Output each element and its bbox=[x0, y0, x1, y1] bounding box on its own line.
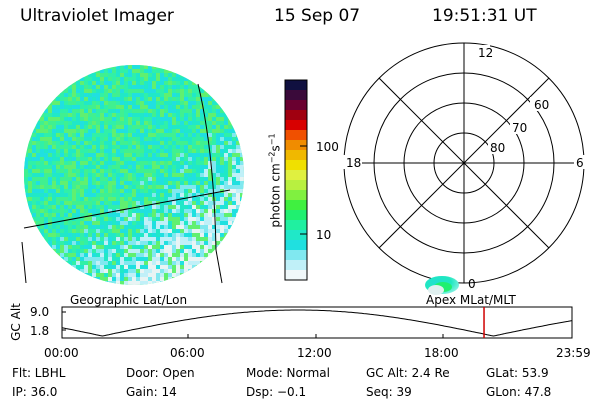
status-glon: GLon: 47.8 bbox=[486, 385, 552, 399]
polar-label-mlt-12: 12 bbox=[478, 46, 494, 60]
polar-label-lat-60: 60 bbox=[534, 98, 550, 112]
timeline-panel bbox=[61, 306, 573, 339]
status-ip: IP: 36.0 bbox=[12, 385, 58, 399]
time-label: 19:51:31 UT bbox=[432, 6, 537, 26]
timeline-x-tick: 18:00 bbox=[424, 346, 459, 360]
polar-label-mlt-18: 18 bbox=[346, 156, 362, 170]
timeline-right-title: Apex MLat/MLT bbox=[426, 293, 516, 307]
status-door: Door: Open bbox=[126, 366, 195, 380]
polar-label-lat-70: 70 bbox=[512, 121, 528, 135]
graticule-line bbox=[21, 241, 27, 284]
status-filter: Flt: LBHL bbox=[12, 366, 66, 380]
graticule-line bbox=[215, 249, 223, 284]
status-gc-alt: GC Alt: 2.4 Re bbox=[366, 366, 450, 380]
status-dsp: Dsp: −0.1 bbox=[246, 385, 307, 399]
timeline-y-min: 1.8 bbox=[30, 324, 50, 338]
status-glat: GLat: 53.9 bbox=[486, 366, 549, 380]
polar-diagonal bbox=[378, 77, 550, 249]
earth-disc-pixels bbox=[24, 65, 244, 285]
color-bar-swatches bbox=[285, 80, 307, 281]
polar-label-lat-80: 80 bbox=[490, 141, 506, 155]
status-seq: Seq: 39 bbox=[366, 385, 412, 399]
polar-label-mlt-6: 6 bbox=[576, 156, 584, 170]
timeline-x-tick: 23:59 bbox=[556, 346, 591, 360]
polar-aurora-blob bbox=[425, 276, 459, 295]
instrument-title: Ultraviolet Imager bbox=[20, 6, 174, 26]
timeline-y-label: GC Alt bbox=[9, 303, 23, 341]
color-bar-unit: photon cm−2s−1 bbox=[267, 133, 283, 228]
altitude-curve bbox=[61, 309, 573, 337]
graticule-line bbox=[197, 83, 217, 251]
timeline-x-tick: 12:00 bbox=[297, 346, 332, 360]
color-bar-label-100: 100 bbox=[316, 140, 339, 154]
date-label: 15 Sep 07 bbox=[274, 6, 361, 26]
timeline-left-title: Geographic Lat/Lon bbox=[70, 293, 188, 307]
color-bar bbox=[284, 79, 308, 281]
color-bar-label-10: 10 bbox=[316, 228, 332, 242]
timeline-y-max: 9.0 bbox=[30, 305, 50, 319]
timeline-x-tick: 06:00 bbox=[170, 346, 205, 360]
timeline-x-tick: 00:00 bbox=[44, 346, 79, 360]
status-gain: Gain: 14 bbox=[126, 385, 177, 399]
status-mode: Mode: Normal bbox=[246, 366, 330, 380]
earth-image bbox=[21, 65, 244, 285]
polar-plot bbox=[343, 42, 585, 284]
graticule-line bbox=[23, 189, 231, 229]
polar-label-mlt-0: 0 bbox=[468, 277, 476, 291]
